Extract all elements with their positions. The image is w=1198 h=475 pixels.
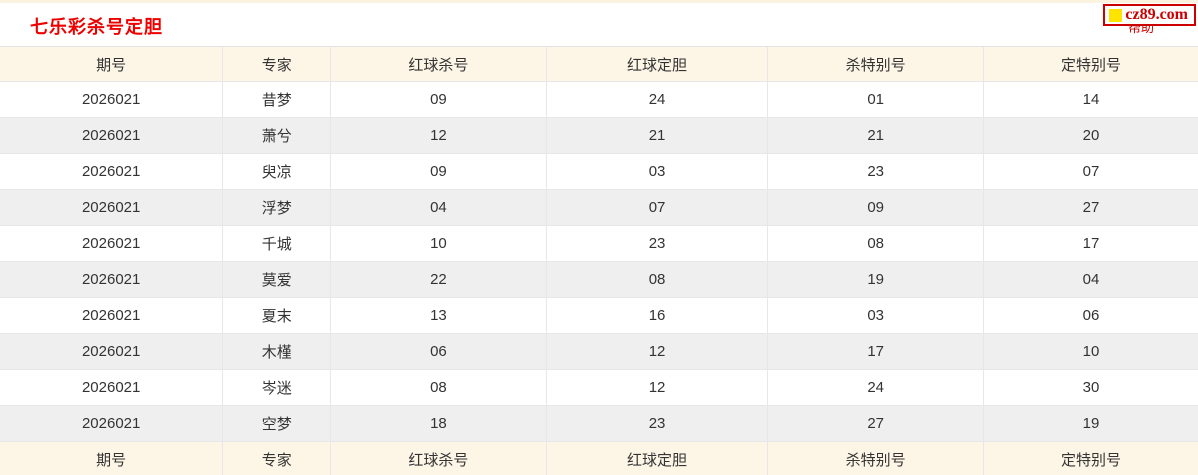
cell-red-kill: 06 [330,333,547,370]
site-logo-text: cz89.com [1125,6,1188,23]
cell-red-fix: 08 [546,261,769,298]
cell-red-fix: 23 [546,405,769,442]
cell-red-kill: 08 [330,369,547,406]
column-header-red-kill: 红球杀号 [330,46,547,82]
cell-special-kill: 27 [767,405,984,442]
cell-expert: 空梦 [222,405,332,442]
cell-special-fix: 04 [983,261,1198,298]
cell-red-fix: 16 [546,297,769,334]
table-row: 2026021 莫爱 22 08 19 04 [0,261,1198,298]
yellow-square-icon [1109,8,1123,22]
cell-period: 2026021 [0,333,224,370]
cell-special-fix: 17 [983,225,1198,262]
table-header-row: 期号 专家 红球杀号 红球定胆 杀特别号 定特别号 [0,46,1198,82]
cell-special-kill: 09 [767,189,984,226]
table-row: 2026021 昔梦 09 24 01 14 [0,81,1198,118]
cell-red-kill: 18 [330,405,547,442]
cell-period: 2026021 [0,297,224,334]
cell-red-kill: 04 [330,189,547,226]
column-header-special-kill: 杀特别号 [767,46,984,82]
cell-expert: 莫爱 [222,261,332,298]
table-row: 2026021 萧兮 12 21 21 20 [0,117,1198,154]
cell-special-fix: 30 [983,369,1198,406]
cell-special-fix: 10 [983,333,1198,370]
cell-period: 2026021 [0,153,224,190]
column-header-period: 期号 [0,46,224,82]
cell-red-kill: 09 [330,81,547,118]
footer-column-expert: 专家 [222,441,332,475]
page-title: 七乐彩杀号定胆 [30,17,163,37]
column-header-expert: 专家 [222,46,332,82]
table-row: 2026021 岑迷 08 12 24 30 [0,369,1198,406]
column-header-special-fix: 定特别号 [983,46,1198,82]
cell-expert: 岑迷 [222,369,332,406]
table-row: 2026021 空梦 18 23 27 19 [0,405,1198,442]
cell-special-kill: 23 [767,153,984,190]
table-footer: 期号 专家 红球杀号 红球定胆 杀特别号 定特别号 [0,441,1198,475]
cell-red-fix: 24 [546,81,769,118]
table-header: 期号 专家 红球杀号 红球定胆 杀特别号 定特别号 [0,46,1198,82]
cell-period: 2026021 [0,189,224,226]
cell-special-kill: 21 [767,117,984,154]
cell-red-fix: 21 [546,117,769,154]
cell-expert: 浮梦 [222,189,332,226]
cell-special-kill: 19 [767,261,984,298]
cell-expert: 臾凉 [222,153,332,190]
cell-expert: 夏末 [222,297,332,334]
column-header-red-fix: 红球定胆 [546,46,769,82]
cell-expert: 昔梦 [222,81,332,118]
top-accent-strip [0,0,1198,3]
cell-period: 2026021 [0,261,224,298]
cell-red-fix: 23 [546,225,769,262]
cell-special-kill: 08 [767,225,984,262]
site-logo[interactable]: cz89.com [1103,4,1196,26]
page-header: 七乐彩杀号定胆 帮助 cz89.com [0,3,1198,46]
cell-period: 2026021 [0,405,224,442]
cell-red-fix: 07 [546,189,769,226]
cell-red-kill: 13 [330,297,547,334]
cell-period: 2026021 [0,369,224,406]
cell-special-fix: 07 [983,153,1198,190]
cell-special-fix: 20 [983,117,1198,154]
table-row: 2026021 千城 10 23 08 17 [0,225,1198,262]
cell-expert: 萧兮 [222,117,332,154]
cell-special-fix: 19 [983,405,1198,442]
footer-column-special-fix: 定特别号 [983,441,1198,475]
cell-special-fix: 06 [983,297,1198,334]
cell-red-kill: 09 [330,153,547,190]
cell-red-kill: 10 [330,225,547,262]
cell-red-fix: 03 [546,153,769,190]
footer-column-special-kill: 杀特别号 [767,441,984,475]
table-row: 2026021 浮梦 04 07 09 27 [0,189,1198,226]
cell-expert: 千城 [222,225,332,262]
cell-period: 2026021 [0,81,224,118]
table-row: 2026021 木槿 06 12 17 10 [0,333,1198,370]
footer-column-period: 期号 [0,441,224,475]
cell-special-fix: 14 [983,81,1198,118]
cell-red-kill: 12 [330,117,547,154]
cell-special-fix: 27 [983,189,1198,226]
kill-number-table: 期号 专家 红球杀号 红球定胆 杀特别号 定特别号 2026021 昔梦 09 24 0… [0,46,1198,475]
cell-special-kill: 24 [767,369,984,406]
cell-period: 2026021 [0,117,224,154]
cell-expert: 木槿 [222,333,332,370]
footer-column-red-kill: 红球杀号 [330,441,547,475]
cell-special-kill: 17 [767,333,984,370]
cell-red-kill: 22 [330,261,547,298]
cell-red-fix: 12 [546,369,769,406]
footer-column-red-fix: 红球定胆 [546,441,769,475]
cell-special-kill: 01 [767,81,984,118]
table-row: 2026021 臾凉 09 03 23 07 [0,153,1198,190]
table-body: 2026021 昔梦 09 24 01 14 2026021 萧兮 12 21 21 20 202602… [0,81,1198,442]
table-footer-row: 期号 专家 红球杀号 红球定胆 杀特别号 定特别号 [0,441,1198,475]
cell-red-fix: 12 [546,333,769,370]
cell-period: 2026021 [0,225,224,262]
table-row: 2026021 夏末 13 16 03 06 [0,297,1198,334]
cell-special-kill: 03 [767,297,984,334]
